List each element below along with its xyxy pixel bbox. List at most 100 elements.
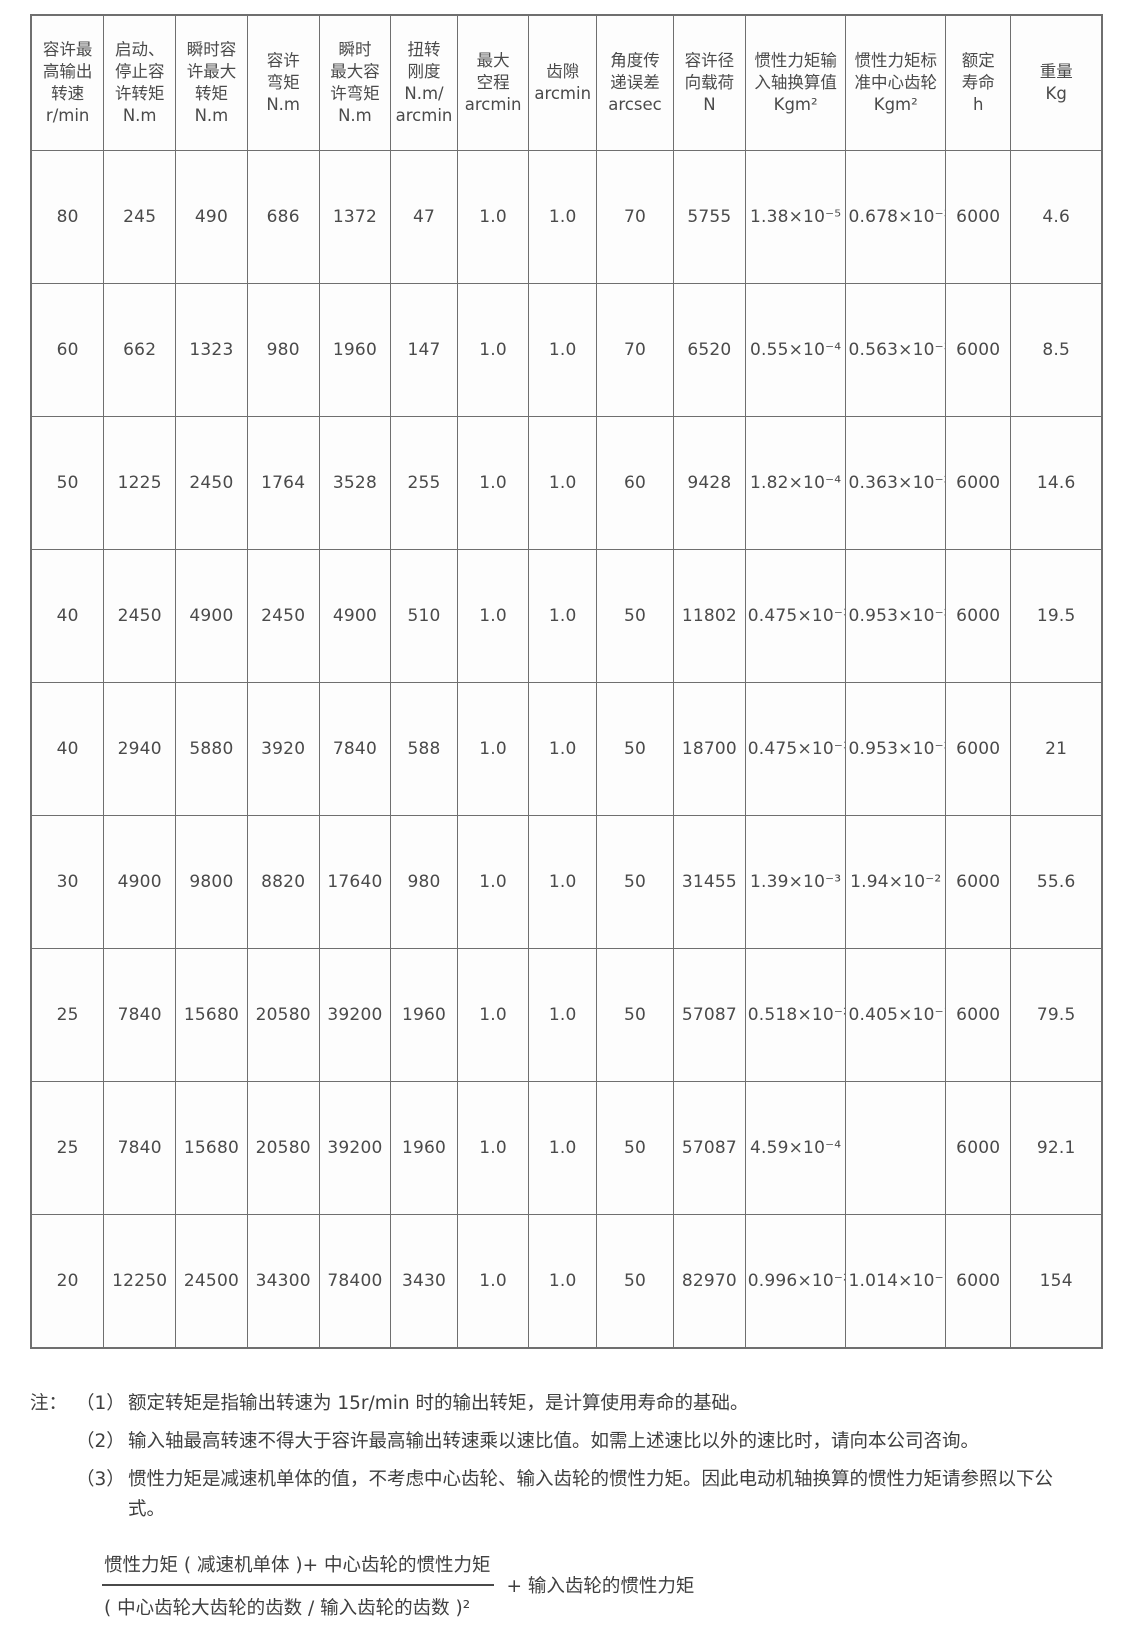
table-cell: 31455: [673, 815, 746, 949]
table-cell: 8.5: [1010, 283, 1103, 417]
column-header: 容许 弯矩 N.m: [246, 14, 320, 151]
table-cell: 510: [390, 549, 458, 683]
table-cell: 70: [595, 150, 675, 284]
table-cell: 6000: [945, 416, 1012, 550]
table-cell: 39200: [318, 1081, 392, 1215]
table-row: 40 2450 4900 2450 4900 510 1.0 1.0 50 11802 0.475×…: [30, 549, 1103, 683]
table-cell: 3528: [318, 416, 392, 550]
table-cell: 1.0: [528, 549, 597, 683]
table-cell: 0.953×10⁻²: [845, 549, 947, 683]
table-cell: 1372: [318, 150, 392, 284]
table-cell: 80: [30, 150, 105, 284]
table-cell: 0.363×10⁻²: [845, 416, 947, 550]
table-cell: 0.518×10⁻²: [744, 948, 847, 1082]
inertia-formula: 惯性力矩 ( 减速机单体 )+ 中心齿轮的惯性力矩 ( 中心齿轮大齿轮的齿数 /…: [102, 1551, 1103, 1620]
table-row: 60 662 1323 980 1960 147 1.0 1.0 70 6520 0.55×10⁻⁴…: [30, 283, 1103, 417]
table-cell: 0.55×10⁻⁴: [744, 283, 847, 417]
table-cell: 1.0: [528, 948, 597, 1082]
table-cell: 82970: [673, 1214, 746, 1348]
spec-table: 容许最 高输出 转速 r/min 启动、 停止容 许转矩 N.m 瞬时容 许最大 转矩 N.m 容许 弯矩…: [30, 14, 1103, 1349]
table-cell: 1.82×10⁻⁴: [744, 416, 847, 550]
table-cell: 686: [246, 150, 320, 284]
table-cell: 1.014×10⁻¹: [845, 1214, 947, 1348]
table-cell: 6000: [945, 682, 1012, 816]
table-cell: 0.475×10⁻³: [744, 682, 847, 816]
table-cell: 60: [30, 283, 105, 417]
table-cell: 0.996×10⁻²: [744, 1214, 847, 1348]
column-header: 最大 空程 arcmin: [456, 14, 530, 151]
table-cell: 7840: [103, 948, 177, 1082]
table-cell: 47: [390, 150, 458, 284]
table-cell: 490: [175, 150, 248, 284]
table-header-row: 容许最 高输出 转速 r/min 启动、 停止容 许转矩 N.m 瞬时容 许最大 转矩 N.m 容许 弯矩…: [30, 14, 1103, 151]
table-cell: 9428: [673, 416, 746, 550]
table-cell: 1.0: [456, 948, 530, 1082]
table-cell: 980: [390, 815, 458, 949]
table-cell: 6000: [945, 549, 1012, 683]
table-cell: 18700: [673, 682, 746, 816]
table-cell: 0.678×10⁻³: [845, 150, 947, 284]
table-cell: 1.0: [528, 283, 597, 417]
formula-suffix: + 输入齿轮的惯性力矩: [506, 1576, 695, 1597]
table-cell: 6000: [945, 815, 1012, 949]
table-cell: 14.6: [1010, 416, 1103, 550]
table-cell: 5755: [673, 150, 746, 284]
table-cell: 25: [30, 948, 105, 1082]
table-cell: 50: [30, 416, 105, 550]
note-item: （1） 额定转矩是指输出转速为 15r/min 时的输出转矩，是计算使用寿命的基础…: [76, 1389, 1080, 1419]
table-cell: 0.563×10⁻³: [845, 283, 947, 417]
table-row: 30 4900 9800 8820 17640 980 1.0 1.0 50 31455 1.39×…: [30, 815, 1103, 949]
column-header: 惯性力矩标 准中心齿轮 Kgm²: [845, 14, 947, 151]
notes-section: 注： （1） 额定转矩是指输出转速为 15r/min 时的输出转矩，是计算使用寿命…: [30, 1389, 1080, 1533]
table-cell: 6000: [945, 1081, 1012, 1215]
notes-list: （1） 额定转矩是指输出转速为 15r/min 时的输出转矩，是计算使用寿命的基础…: [76, 1389, 1080, 1533]
formula-numerator: 惯性力矩 ( 减速机单体 )+ 中心齿轮的惯性力矩: [102, 1551, 495, 1586]
note-marker: （2）: [76, 1430, 125, 1452]
table-cell: 1.0: [456, 1214, 530, 1348]
column-header: 角度传 递误差 arcsec: [595, 14, 675, 151]
column-header: 容许径 向载荷 N: [673, 14, 746, 151]
table-cell: 4900: [175, 549, 248, 683]
table-cell: 70: [595, 283, 675, 417]
table-cell: 1960: [390, 948, 458, 1082]
table-cell: 6000: [945, 283, 1012, 417]
column-header: 齿隙 arcmin: [528, 14, 597, 151]
table-row: 20 12250 24500 34300 78400 3430 1.0 1.0 50 82970 0…: [30, 1214, 1103, 1348]
table-cell: 154: [1010, 1214, 1103, 1348]
table-cell: 1.0: [456, 416, 530, 550]
table-cell: 1.0: [528, 1081, 597, 1215]
table-cell: 1.0: [456, 549, 530, 683]
table-cell: 662: [103, 283, 177, 417]
table-cell: 4.6: [1010, 150, 1103, 284]
table-cell: 147: [390, 283, 458, 417]
table-cell: 1323: [175, 283, 248, 417]
table-cell: 1.0: [528, 815, 597, 949]
column-header: 额定 寿命 h: [945, 14, 1012, 151]
table-cell: [845, 1081, 947, 1215]
note-marker: （3）: [76, 1468, 125, 1490]
table-cell: 2450: [103, 549, 177, 683]
table-cell: 1.0: [528, 150, 597, 284]
table-cell: 57087: [673, 1081, 746, 1215]
table-cell: 6000: [945, 1214, 1012, 1348]
table-cell: 6000: [945, 948, 1012, 1082]
notes-label: 注：: [30, 1392, 68, 1414]
table-cell: 40: [30, 549, 105, 683]
table-cell: 6000: [945, 150, 1012, 284]
table-cell: 1.38×10⁻⁵: [744, 150, 847, 284]
table-cell: 255: [390, 416, 458, 550]
table-cell: 1225: [103, 416, 177, 550]
table-row: 40 2940 5880 3920 7840 588 1.0 1.0 50 18700 0.475×…: [30, 682, 1103, 816]
table-cell: 6520: [673, 283, 746, 417]
table-cell: 25: [30, 1081, 105, 1215]
table-cell: 1.39×10⁻³: [744, 815, 847, 949]
table-cell: 1960: [318, 283, 392, 417]
table-cell: 1.0: [456, 150, 530, 284]
table-cell: 2450: [175, 416, 248, 550]
note-text: 惯性力矩是减速机单体的值，不考虑中心齿轮、输入齿轮的惯性力矩。因此电动机轴换算的…: [128, 1468, 1054, 1520]
column-header: 扭转 刚度 N.m/arcmin: [390, 14, 458, 151]
table-cell: 4.59×10⁻⁴: [744, 1081, 847, 1215]
table-cell: 78400: [318, 1214, 392, 1348]
column-header: 启动、 停止容 许转矩 N.m: [103, 14, 177, 151]
